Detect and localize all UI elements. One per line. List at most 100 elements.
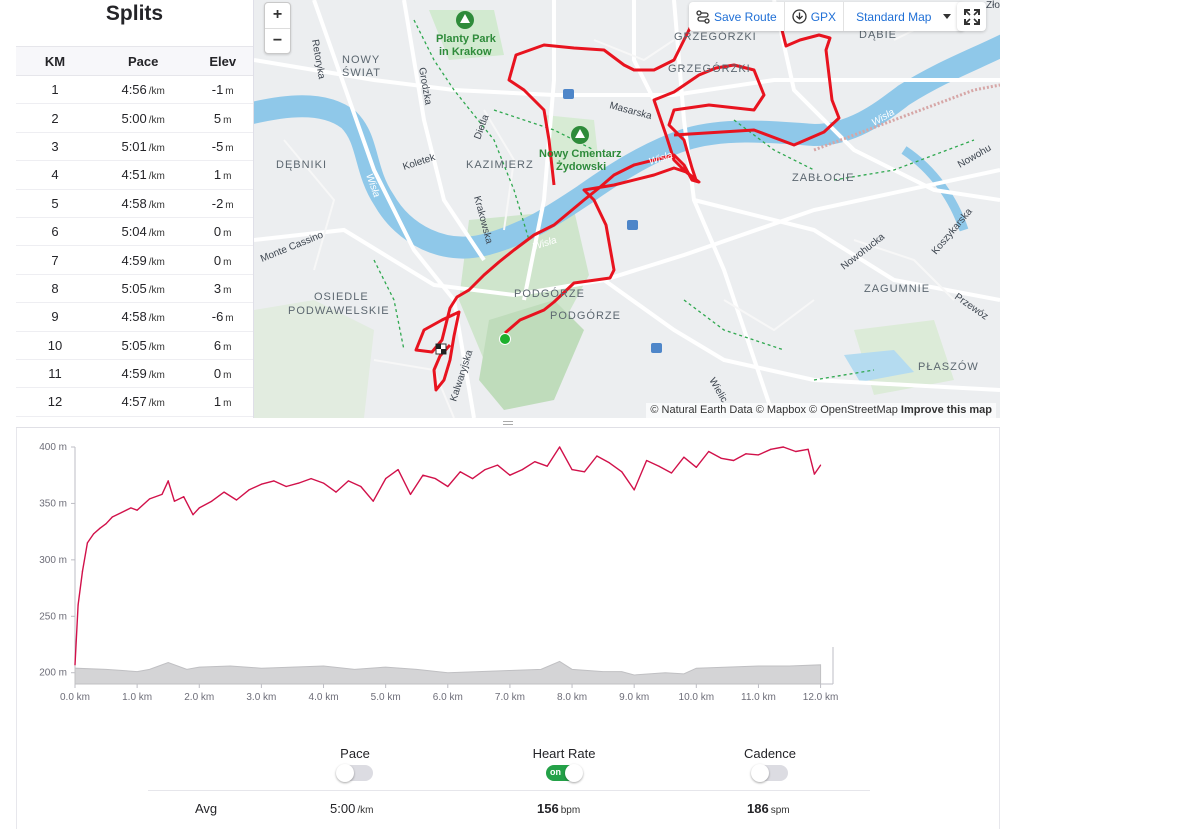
y-tick-label: 400 m (39, 442, 67, 453)
heart-rate-point (683, 456, 685, 458)
heart-rate-point (521, 468, 523, 471)
zoom-out-button[interactable]: − (265, 28, 290, 53)
zoom-in-button[interactable]: + (272, 6, 283, 23)
improve-map-link[interactable]: Improve this map (900, 404, 992, 416)
split-row: 6 5:04/km 0 m (16, 217, 253, 247)
heart-rate-point (434, 478, 436, 480)
roads (254, 0, 1000, 418)
heart-rate-point (93, 533, 95, 535)
split-km: 12 (16, 387, 94, 417)
split-km: 9 (16, 302, 94, 332)
heart-rate-toggle[interactable]: on (546, 764, 583, 782)
x-tick-label: 11.0 km (741, 692, 776, 703)
label-nowy-swiat: NOWY (342, 54, 380, 66)
start-marker[interactable] (499, 333, 511, 345)
split-pace-value: 5:05 (121, 280, 147, 296)
attribution-text: © Natural Earth Data © Mapbox © OpenStre… (650, 404, 898, 416)
gpx-download-button[interactable]: GPX (785, 2, 845, 31)
stream-stats: Pace Heart Rate on Cadence Avg 5:00/km 1… (16, 728, 1000, 829)
split-elev: -6 m (192, 302, 253, 332)
x-tick-label: 0.0 km (60, 692, 90, 703)
label-podgorze-2: PODGÓRZE (550, 309, 621, 322)
cadence-stream: Cadence (700, 746, 840, 782)
heart-rate-point (335, 491, 337, 493)
split-elev-value: -5 (211, 138, 224, 154)
split-pace-value: 5:01 (121, 138, 147, 154)
chart-series (74, 446, 822, 685)
heart-rate-point (360, 485, 362, 488)
split-pace-value: 4:58 (121, 195, 147, 211)
heart-rate-point (235, 499, 238, 501)
heart-rate-point (708, 450, 710, 453)
split-elev: -2 m (192, 189, 253, 218)
split-km: 2 (16, 103, 94, 133)
heart-rate-point (571, 468, 573, 471)
pace-toggle[interactable] (336, 764, 373, 782)
x-tick-label: 4.0 km (309, 692, 339, 703)
save-route-button[interactable]: Save Route (689, 2, 785, 31)
split-row: 11 4:59/km 0 m (16, 359, 253, 389)
split-km: 8 (16, 274, 94, 304)
street-koszykarska: Koszykarska (930, 206, 975, 257)
map-canvas[interactable]: NOWY ŚWIAT GRZEGÓRZKI GRZEGÓRZKI DĄBIE D… (254, 0, 1000, 418)
heart-rate-point (120, 511, 123, 514)
heart-rate-point (161, 493, 163, 495)
route-line (414, 63, 766, 392)
y-tick-label: 200 m (39, 668, 67, 679)
heart-rate-point (322, 482, 325, 484)
heart-rate-point (496, 464, 499, 466)
elevation-chart[interactable]: 200 m 250 m 300 m 350 m 400 m 0.0 km 1.0 km 2.… (17, 428, 999, 728)
heart-rate-point (385, 478, 387, 480)
y-axis: 200 m 250 m 300 m 350 m 400 m (39, 442, 76, 684)
split-elev-unit: m (223, 341, 232, 353)
cemetery-pin-icon (571, 126, 589, 144)
split-elev-unit: m (223, 171, 232, 183)
avg-pace-value: 5:00 (330, 801, 356, 816)
toggle-knob (565, 764, 583, 782)
toggle-knob (751, 764, 769, 782)
split-km: 7 (16, 245, 94, 275)
split-pace-unit: /km (148, 284, 165, 296)
map-style-dropdown[interactable]: Standard Map (844, 2, 965, 31)
heart-rate-point (484, 468, 486, 471)
fullscreen-button[interactable] (957, 2, 986, 31)
heart-rate-point (285, 485, 287, 488)
heart-rate-point (534, 461, 536, 463)
label-dabie: DĄBIE (859, 29, 897, 41)
y-tick-label: 350 m (39, 498, 67, 509)
label-kazimierz: KAZIMIERZ (466, 159, 534, 171)
split-pace-unit: /km (148, 370, 165, 382)
x-tick-label: 2.0 km (184, 692, 214, 703)
finish-flag-icon[interactable] (435, 343, 447, 355)
label-grzegorzki: GRZEGÓRZKI (674, 30, 757, 43)
heart-rate-point (111, 516, 113, 518)
heart-rate-point (298, 482, 300, 484)
route-line-loop (673, 29, 841, 147)
split-pace-unit: /km (148, 114, 165, 126)
x-tick-label: 12.0 km (803, 692, 839, 703)
y-tick-label: 250 m (39, 611, 67, 622)
heart-rate-point (633, 489, 635, 491)
heart-rate-point (74, 664, 76, 666)
route-map[interactable]: NOWY ŚWIAT GRZEGÓRZKI GRZEGÓRZKI DĄBIE D… (254, 0, 1000, 418)
street-retoryka: Retoryka (309, 39, 327, 81)
split-pace: 5:00/km (94, 103, 193, 133)
heart-rate-point (658, 465, 660, 467)
split-pace-value: 5:04 (121, 224, 147, 240)
elevation-chart-panel[interactable]: 200 m 250 m 300 m 350 m 400 m 0.0 km 1.0 km 2.… (16, 428, 1000, 728)
label-plaszow: PŁASZÓW (918, 360, 979, 373)
cadence-toggle[interactable] (751, 764, 788, 782)
heart-rate-point (260, 483, 262, 485)
split-row: 1 4:56/km -1 m (16, 75, 253, 105)
resize-handle[interactable] (16, 418, 1000, 428)
split-row: 8 5:05/km 3 m (16, 274, 253, 304)
label-planty-park-2: in Krakow (439, 46, 492, 58)
split-pace: 5:05/km (94, 274, 193, 304)
x-tick-label: 3.0 km (246, 692, 276, 703)
avg-heart-rate: 156 bpm (537, 801, 580, 816)
km-column-header: KM (16, 46, 94, 76)
route-line-north (507, 10, 705, 186)
label-zagumnie: ZAGUMNIE (864, 283, 930, 295)
